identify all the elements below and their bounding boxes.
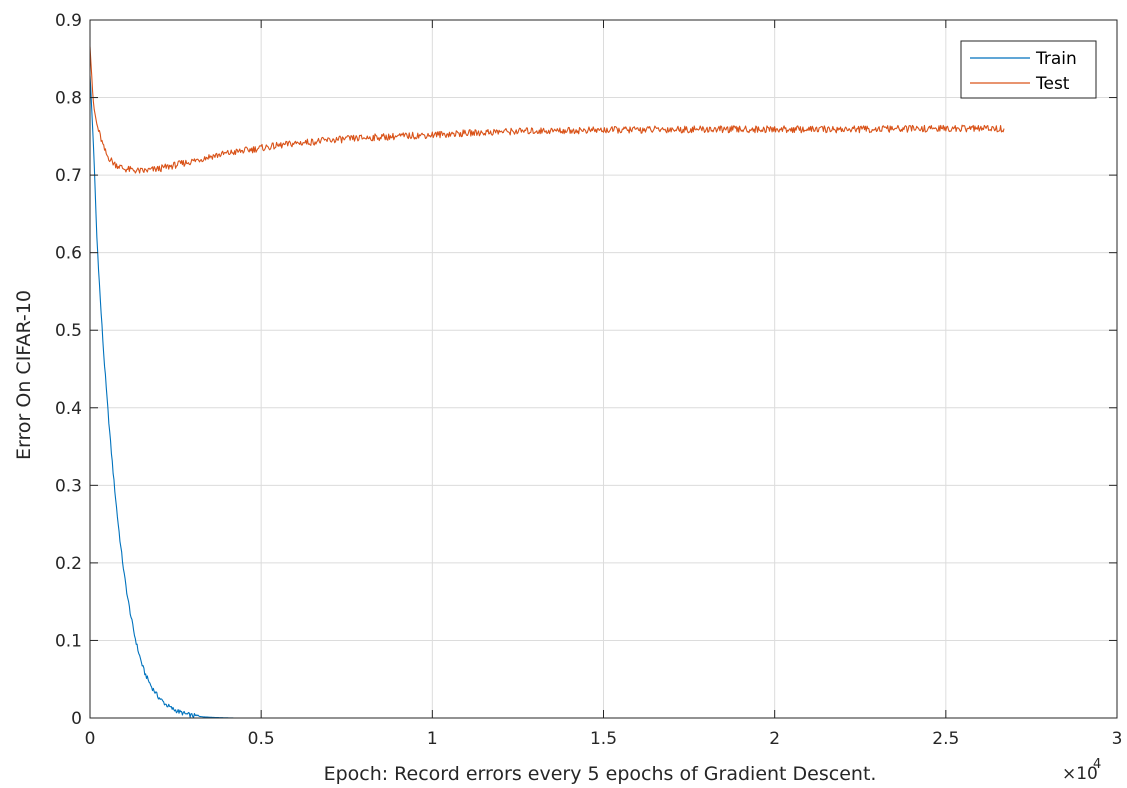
legend-label-test: Test [1035, 74, 1070, 94]
x-tick-label: 0 [85, 729, 96, 749]
x-axis-label: Epoch: Record errors every 5 epochs of G… [324, 763, 877, 785]
legend: Train Test [960, 40, 1097, 99]
y-tick-label: 0.7 [55, 166, 82, 186]
y-tick-label: 0.3 [55, 476, 82, 496]
plot-layer [89, 46, 1005, 719]
y-tick-label: 0.4 [55, 399, 82, 419]
x-tick-label: 1.5 [590, 729, 617, 749]
grid-layer [90, 20, 1117, 718]
x-tick-label: 2.5 [932, 729, 959, 749]
y-tick-label: 0.5 [55, 321, 82, 341]
series-line-test [89, 46, 1005, 174]
x-tick-label: 2 [769, 729, 780, 749]
y-tick-label: 0.2 [55, 554, 82, 574]
legend-box [960, 40, 1097, 99]
x-exponent-power: 4 [1093, 757, 1101, 772]
y-axis-label: Error On CIFAR-10 [13, 290, 35, 460]
series-line-train [89, 75, 1005, 719]
y-tick-label: 0.6 [55, 244, 82, 264]
y-tick-label: 0.1 [55, 631, 82, 651]
x-exponent: ×10 4 [1062, 757, 1101, 784]
y-tick-label: 0.8 [55, 89, 82, 109]
x-tick-label: 1 [427, 729, 438, 749]
x-tick-label: 0.5 [248, 729, 275, 749]
y-tick-label: 0.9 [55, 11, 82, 31]
ticks-layer: 0 0.5 1 1.5 2 2.5 3 0 0.1 0.2 0.3 0.4 0.5 0.6 0.7 0.8 0.… [55, 11, 1122, 749]
y-tick-label: 0 [71, 709, 82, 729]
x-exponent-base: ×10 [1062, 764, 1098, 784]
x-tick-label: 3 [1112, 729, 1123, 749]
legend-label-train: Train [1035, 49, 1077, 69]
